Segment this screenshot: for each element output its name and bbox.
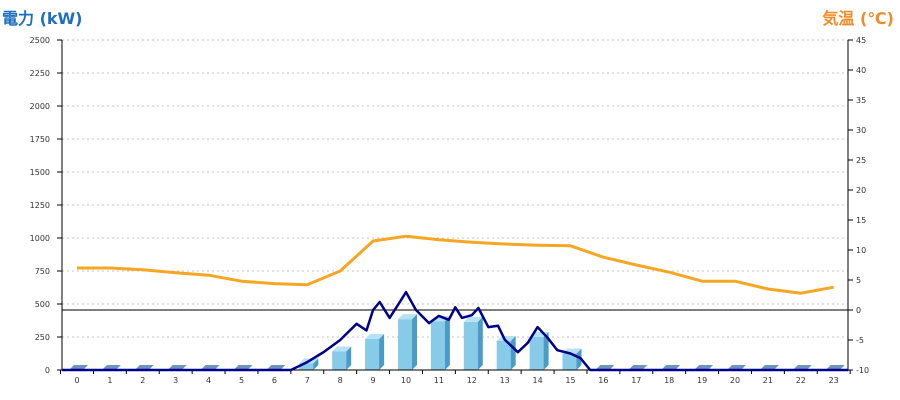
bar-side — [346, 346, 352, 370]
x-tick-label-2: 2 — [140, 376, 145, 385]
bar-front — [299, 363, 314, 370]
x-tick-label-1: 1 — [107, 376, 112, 385]
right-tick-label: 25 — [856, 156, 866, 165]
right-tick-label: 30 — [856, 126, 866, 135]
bar-side — [444, 316, 450, 370]
x-tick-label-16: 16 — [598, 376, 608, 385]
bar-top — [332, 346, 352, 352]
x-tick-label-23: 23 — [829, 376, 839, 385]
bar-top — [398, 314, 417, 320]
bar-side — [510, 335, 516, 370]
bar-front — [496, 340, 511, 370]
left-tick-label: 2500 — [30, 36, 50, 45]
bar-hour-9 — [365, 333, 385, 370]
left-tick-label: 0 — [45, 366, 50, 375]
right-tick-label: 10 — [856, 246, 866, 255]
bar-front — [463, 321, 478, 370]
x-tick-label-6: 6 — [272, 376, 277, 385]
left-tick-label: 1750 — [30, 135, 50, 144]
bar-side — [412, 314, 417, 370]
x-tick-label-20: 20 — [730, 376, 740, 385]
bar-side — [543, 332, 549, 370]
x-tick-label-0: 0 — [74, 376, 79, 385]
x-tick-label-14: 14 — [533, 376, 543, 385]
x-tick-label-3: 3 — [173, 376, 178, 385]
left-axis-title: 電力 (kW) — [2, 9, 83, 28]
right-tick-label: 15 — [856, 216, 866, 225]
x-tick-label-10: 10 — [401, 376, 411, 385]
bar-front — [430, 321, 445, 370]
bar-top — [365, 333, 385, 339]
x-tick-label-18: 18 — [664, 376, 674, 385]
axes — [57, 39, 853, 374]
tick-labels: 02505007501000125015001750200022502500-1… — [30, 36, 869, 385]
bar-front — [365, 338, 380, 370]
power-bars — [69, 314, 845, 370]
bar-side — [576, 348, 582, 370]
bar-front — [529, 337, 544, 370]
x-tick-label-7: 7 — [305, 376, 310, 385]
left-tick-label: 500 — [35, 300, 50, 309]
bar-hour-15 — [562, 348, 582, 370]
bar-hour-12 — [463, 316, 483, 370]
x-tick-label-4: 4 — [206, 376, 211, 385]
temperature-line — [77, 234, 834, 295]
bar-hour-8 — [332, 346, 352, 370]
x-tick-label-5: 5 — [239, 376, 244, 385]
bar-side — [313, 358, 319, 370]
left-tick-label: 2000 — [30, 102, 50, 111]
bar-front — [332, 351, 347, 370]
right-tick-label: 0 — [856, 306, 861, 315]
bar-top — [463, 316, 483, 322]
left-tick-label: 750 — [35, 267, 50, 276]
bar-hour-10 — [398, 314, 417, 370]
bar-top — [496, 335, 516, 341]
left-tick-label: 2250 — [30, 69, 50, 78]
x-tick-label-9: 9 — [371, 376, 376, 385]
left-tick-label: 1000 — [30, 234, 50, 243]
right-tick-label: 20 — [856, 186, 866, 195]
bar-hour-11 — [430, 316, 450, 370]
right-tick-label: 35 — [856, 96, 866, 105]
right-tick-label: -10 — [856, 366, 869, 375]
x-tick-label-15: 15 — [565, 376, 575, 385]
grid-lines — [62, 39, 848, 338]
series-lines — [62, 234, 849, 372]
right-tick-label: 40 — [856, 66, 866, 75]
left-tick-label: 1500 — [30, 168, 50, 177]
x-tick-label-17: 17 — [631, 376, 641, 385]
bar-front — [398, 319, 412, 370]
x-tick-label-12: 12 — [467, 376, 477, 385]
x-tick-label-11: 11 — [434, 376, 444, 385]
left-tick-label: 1250 — [30, 201, 50, 210]
x-tick-label-21: 21 — [763, 376, 773, 385]
power-line — [62, 290, 849, 372]
bar-hour-13 — [496, 335, 516, 370]
bar-side — [379, 333, 385, 370]
bar-side — [477, 316, 483, 370]
bar-hour-14 — [529, 332, 549, 370]
right-tick-label: 45 — [856, 36, 866, 45]
x-tick-label-19: 19 — [697, 376, 707, 385]
right-tick-label: -5 — [856, 336, 864, 345]
x-tick-label-22: 22 — [796, 376, 806, 385]
x-tick-label-8: 8 — [338, 376, 343, 385]
left-tick-label: 250 — [35, 333, 50, 342]
x-tick-label-13: 13 — [500, 376, 510, 385]
bar-front — [562, 353, 577, 370]
right-tick-label: 5 — [856, 276, 861, 285]
right-axis-title: 気温 (℃) — [822, 9, 894, 28]
